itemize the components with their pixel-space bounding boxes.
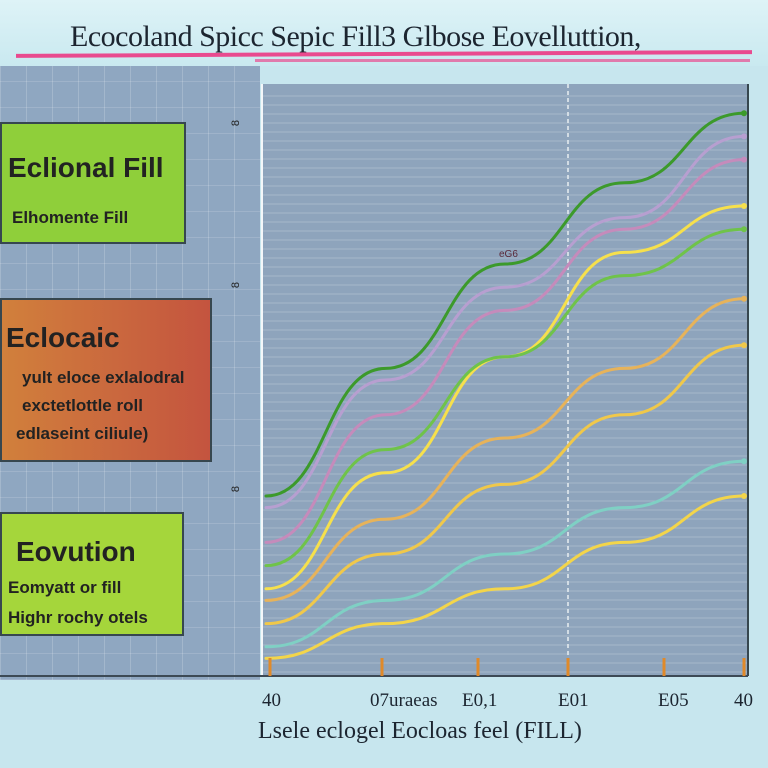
x-tick-label-6: 40 <box>734 690 753 712</box>
series-point-3 <box>741 203 747 209</box>
series-point-5 <box>741 133 747 139</box>
x-tick-label-2: 07uraeas <box>370 690 438 712</box>
series-point-7 <box>741 226 747 232</box>
series-point-8 <box>741 296 747 302</box>
x-tick-label-1: 40 <box>262 690 281 712</box>
x-tick-label-3: E0,1 <box>462 690 497 712</box>
x-axis-label: Lsele eclogel Eocloas feel (FILL) <box>258 718 582 745</box>
series-point-6 <box>741 110 747 116</box>
series-point-4 <box>741 157 747 163</box>
x-tick-label-5: E05 <box>658 690 689 712</box>
series-point-2 <box>741 342 747 348</box>
x-tick-label-4: E01 <box>558 690 589 712</box>
annotation-label: eG6 <box>499 249 518 260</box>
plot-area <box>262 84 748 676</box>
series-point-9 <box>741 458 747 464</box>
series-point-1 <box>741 493 747 499</box>
